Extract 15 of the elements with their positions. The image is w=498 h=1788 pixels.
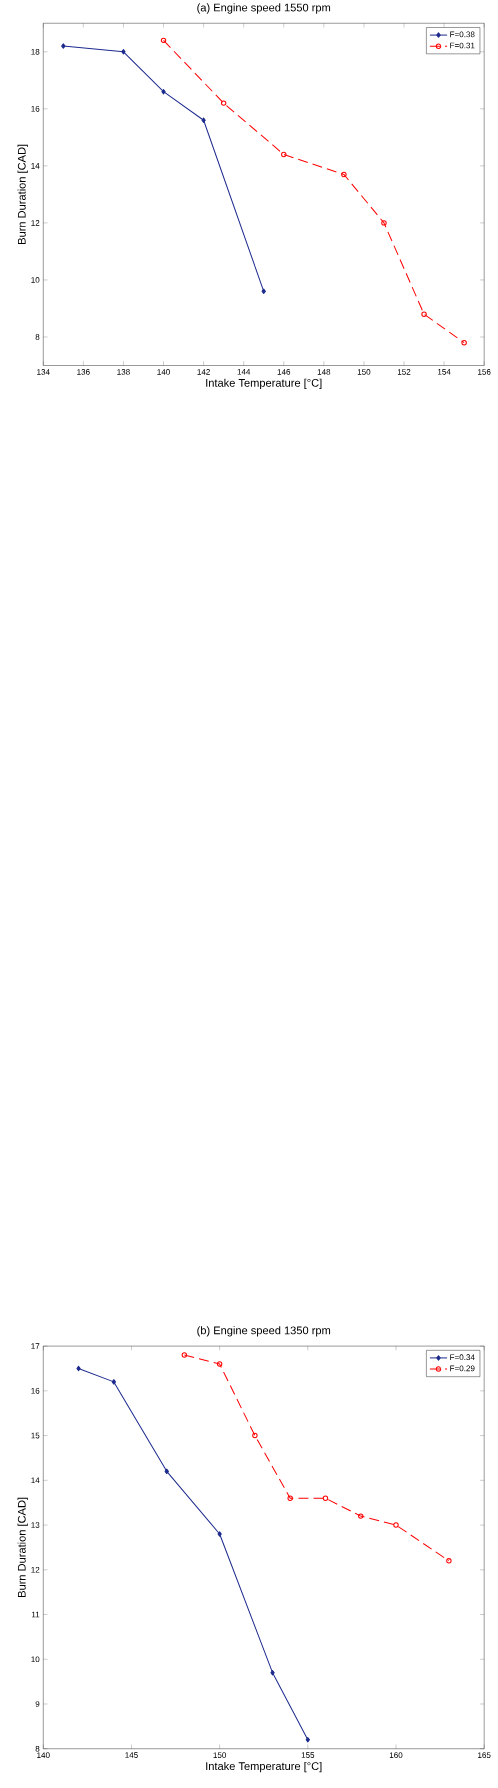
point: [161, 37, 167, 44]
point: [381, 220, 388, 226]
point: [217, 1361, 223, 1367]
point: [221, 100, 227, 106]
point: [393, 1522, 400, 1528]
point: [421, 311, 428, 317]
point: [323, 1495, 329, 1501]
point: [182, 1352, 188, 1358]
point: [446, 1558, 452, 1564]
point: [252, 1432, 259, 1439]
point: [341, 171, 347, 178]
point: [287, 1495, 294, 1501]
point: [461, 339, 468, 346]
point: [358, 1513, 364, 1519]
point: [281, 151, 287, 158]
